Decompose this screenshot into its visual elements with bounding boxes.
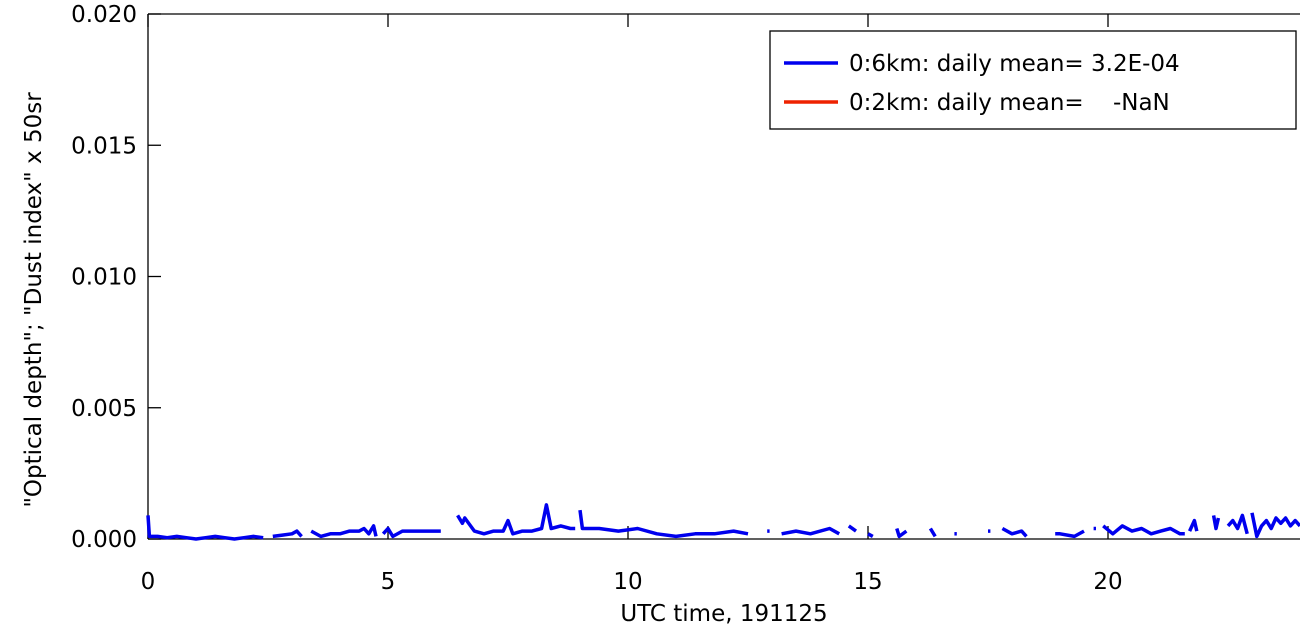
series-line-segment xyxy=(1211,515,1221,531)
series-line-segment xyxy=(847,524,858,533)
legend: 0:6km: daily mean= 3.2E-04 0:2km: daily … xyxy=(769,30,1297,130)
series-line-segment xyxy=(381,526,441,539)
series-line-segment xyxy=(867,532,874,538)
y-ticks: 0.000 0.005 0.010 0.015 0.020 xyxy=(71,2,161,553)
legend-label-0: 0:6km: daily mean= 3.2E-04 xyxy=(849,51,1180,77)
series-0 xyxy=(146,503,1300,541)
x-tick-label: 15 xyxy=(853,569,882,595)
x-axis-title: UTC time, 191125 xyxy=(620,601,827,627)
y-axis-title: "Optical depth"; "Dust index" x 50sr xyxy=(21,92,47,508)
x-tick-label: 0 xyxy=(141,569,156,595)
series-line-segment xyxy=(1250,512,1300,539)
series-layer xyxy=(146,503,1300,541)
legend-label-1: 0:2km: daily mean= -NaN xyxy=(849,90,1170,116)
x-tick-label: 10 xyxy=(613,569,642,595)
series-line-segment xyxy=(1188,518,1199,532)
series-line-segment xyxy=(895,527,908,539)
y-tick-label: 0.005 xyxy=(71,396,137,422)
y-tick-label: 0.000 xyxy=(71,527,137,553)
y-tick-label: 0.010 xyxy=(71,265,137,291)
y-tick-label: 0.020 xyxy=(71,2,137,28)
series-line-segment xyxy=(1226,513,1249,535)
series-line-segment xyxy=(146,515,264,541)
legend-box xyxy=(769,30,1297,130)
x-tick-label: 20 xyxy=(1093,569,1122,595)
x-ticks: 0 5 10 15 20 xyxy=(141,14,1123,595)
series-line-segment xyxy=(456,503,576,536)
x-tick-label: 5 xyxy=(381,569,396,595)
series-line-segment xyxy=(1102,524,1185,536)
series-line-segment xyxy=(928,527,937,538)
series-line-segment xyxy=(1055,529,1085,539)
series-line-segment xyxy=(578,509,749,539)
series-line-segment xyxy=(1001,526,1028,538)
series-line-segment xyxy=(272,529,303,539)
series-line-segment xyxy=(310,524,378,539)
series-line-segment xyxy=(781,526,841,536)
y-tick-label: 0.015 xyxy=(71,133,137,159)
